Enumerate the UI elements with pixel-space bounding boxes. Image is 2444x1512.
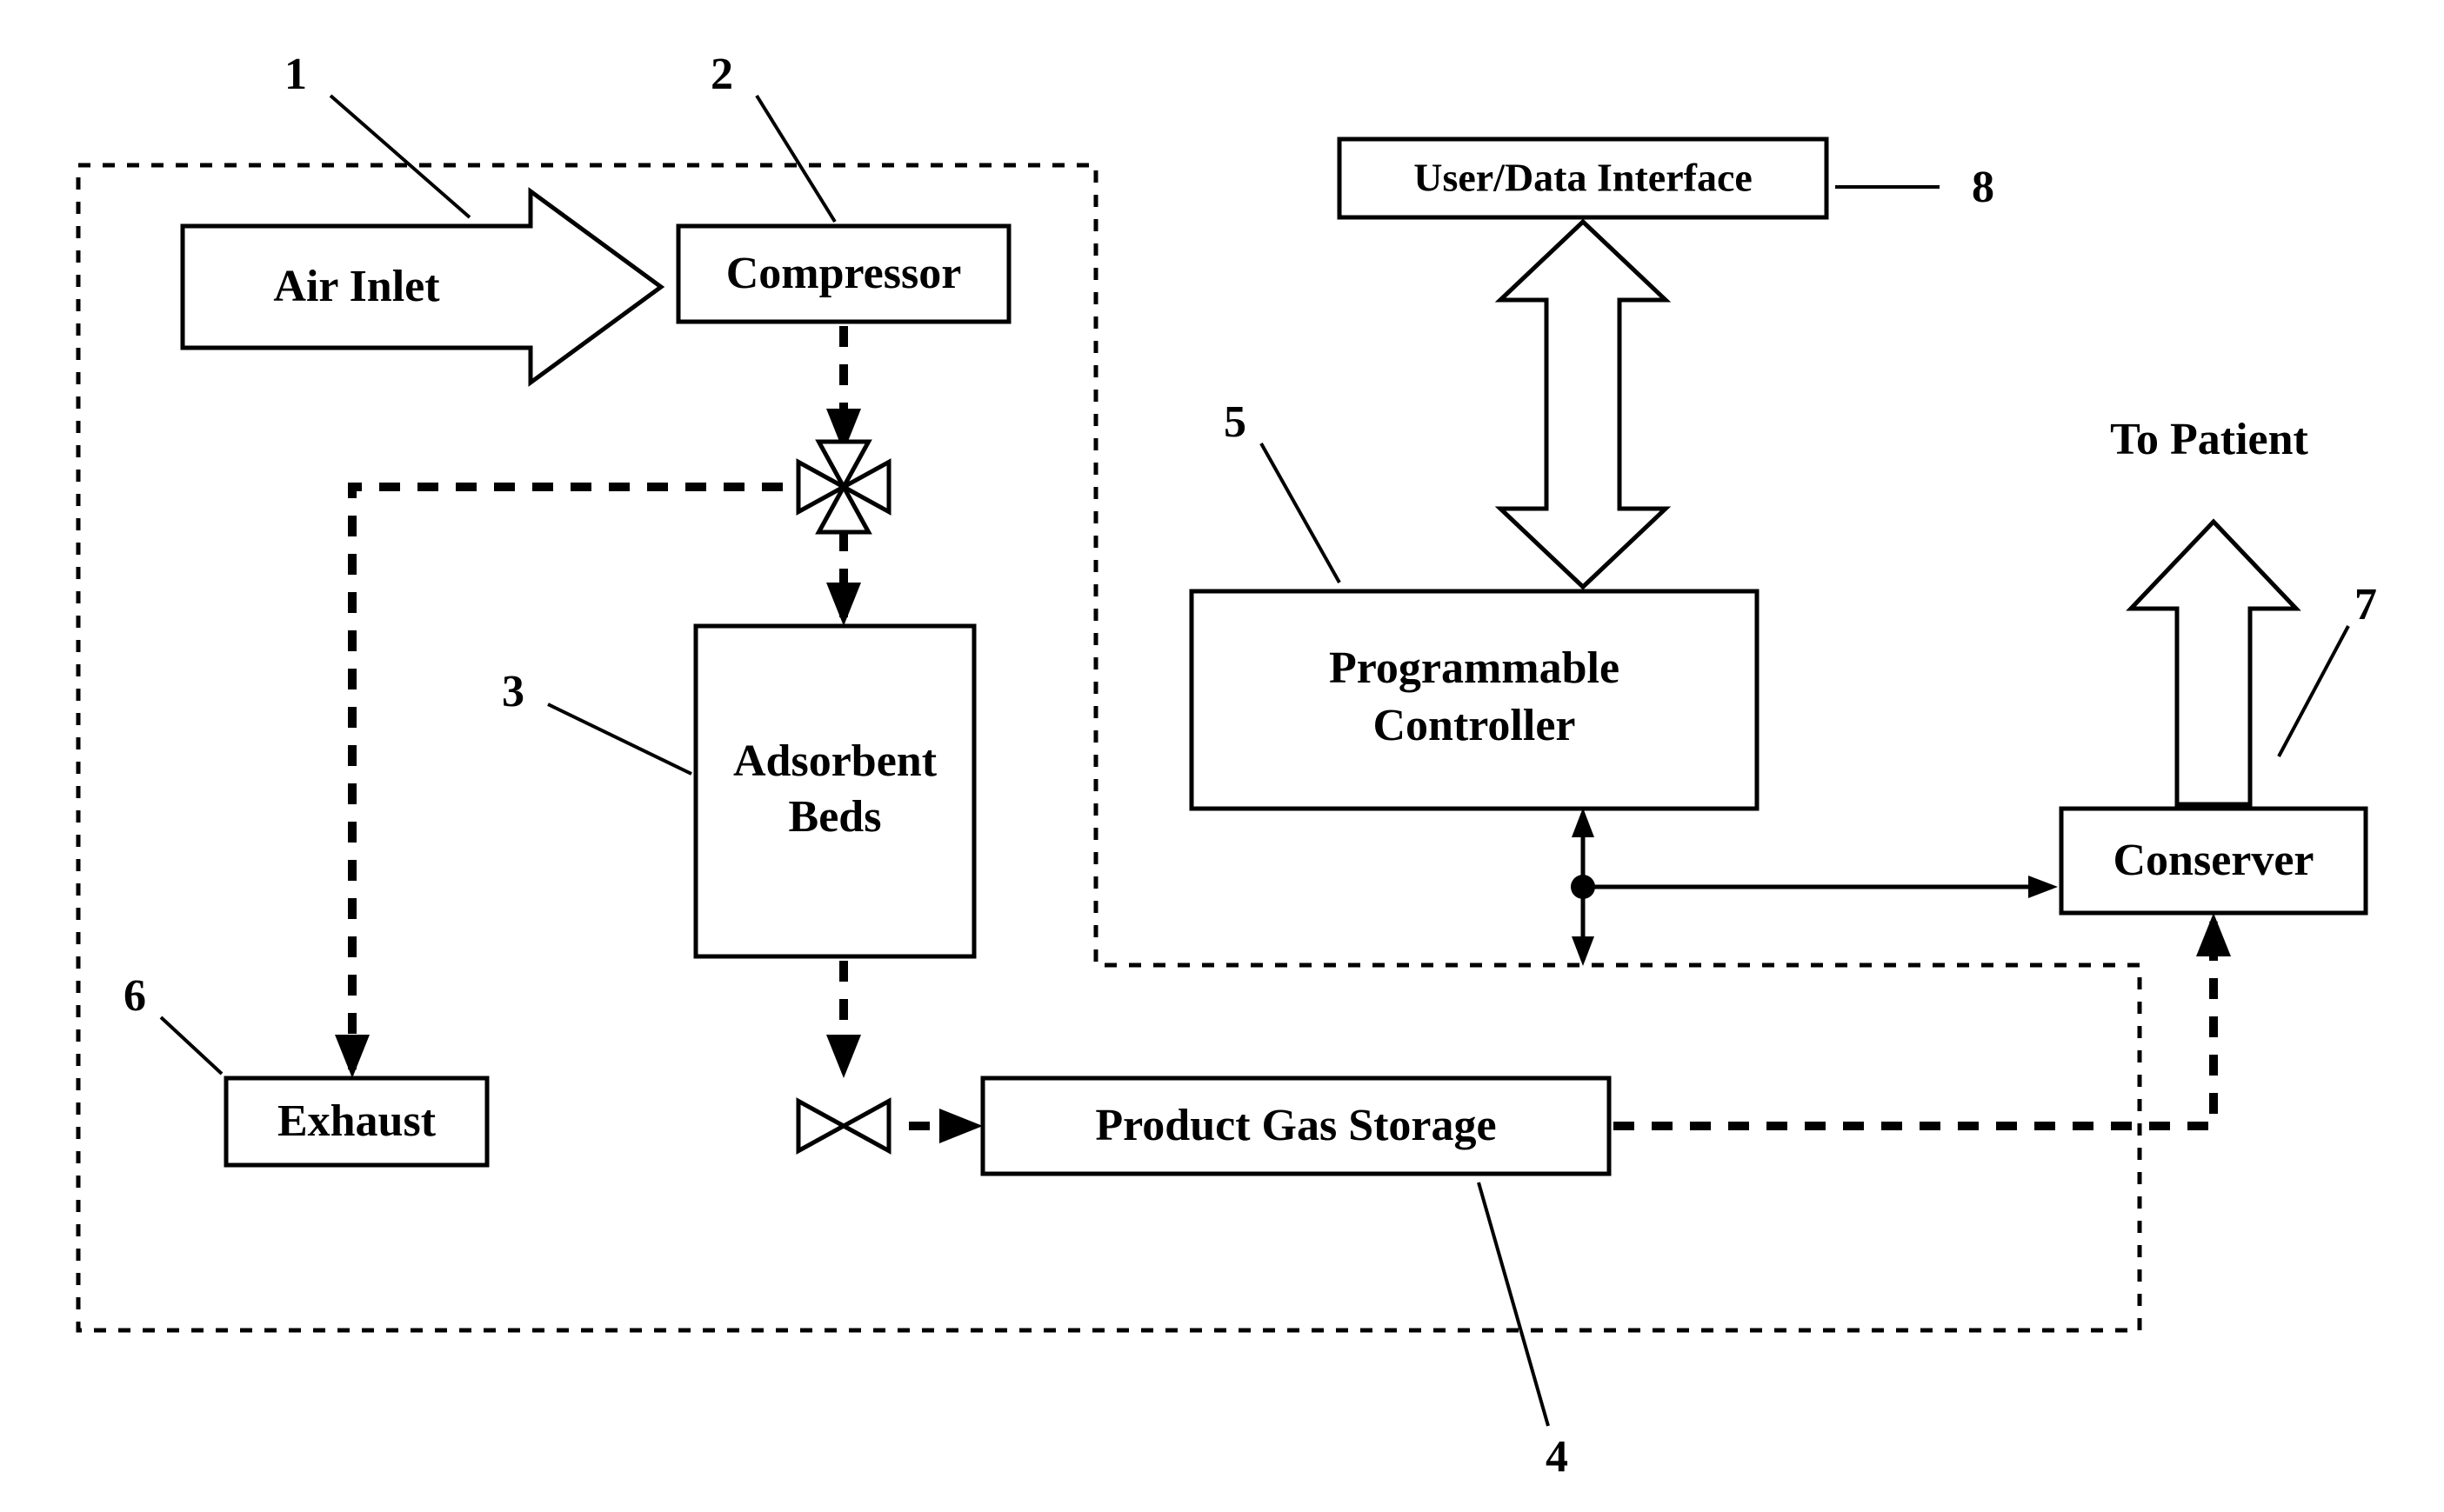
leader-line-3 [548, 704, 691, 774]
leader-number-1: 1 [284, 50, 307, 99]
air-inlet-label: Air Inlet [273, 262, 440, 311]
conserver-label: Conserver [2113, 836, 2314, 885]
flow-product-to-conserver [1613, 922, 2214, 1126]
valve-4way-icon [798, 442, 889, 532]
adsorbent-label-2: Beds [789, 792, 882, 842]
leader-number-6: 6 [124, 971, 146, 1021]
leader-number-2: 2 [711, 50, 733, 99]
compressor-label: Compressor [726, 249, 962, 298]
leader-number-5: 5 [1224, 397, 1246, 447]
leader-number-8: 8 [1972, 163, 1994, 212]
leader-number-7: 7 [2354, 580, 2377, 629]
leader-line-2 [757, 96, 835, 222]
valve-2way-icon [798, 1101, 889, 1150]
adsorbent-label-1: Adsorbent [733, 736, 938, 786]
controller-label-2: Controller [1373, 701, 1576, 750]
leader-line-6 [161, 1017, 222, 1074]
leader-line-1 [331, 96, 470, 217]
leader-number-3: 3 [502, 667, 524, 716]
leader-line-4 [1479, 1182, 1548, 1426]
interface-label: User/Data Interface [1413, 156, 1753, 200]
leader-number-4: 4 [1546, 1432, 1568, 1482]
product-gas-label: Product Gas Storage [1095, 1101, 1496, 1150]
leader-line-5 [1261, 443, 1339, 583]
block-arrow-interface-controller [1500, 222, 1666, 587]
to-patient-label: To Patient [2110, 415, 2308, 464]
controller-label-1: Programmable [1329, 643, 1619, 693]
block-arrow-to-patient [2131, 522, 2296, 804]
exhaust-label: Exhaust [277, 1096, 437, 1146]
leader-line-7 [2279, 626, 2348, 756]
